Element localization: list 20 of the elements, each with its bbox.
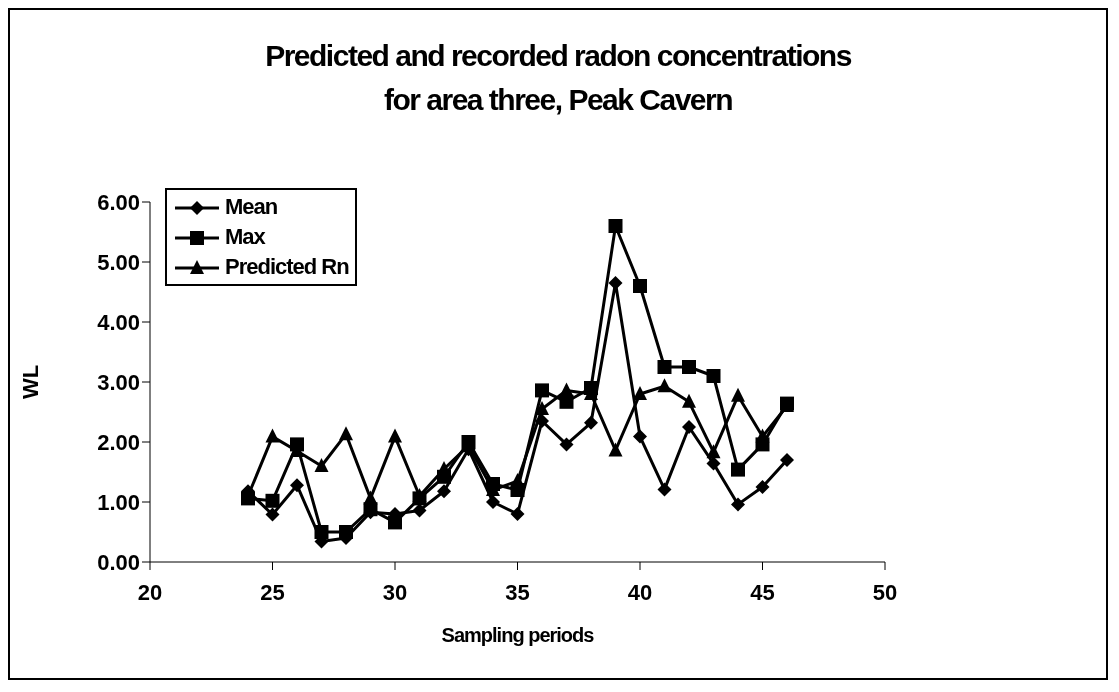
x-tick-label: 50 (872, 579, 898, 605)
chart-title: Predicted and recorded radon concentrations for area three, Peak Cavern (264, 38, 852, 118)
legend-label: Predicted Rn (225, 254, 349, 279)
x-tick-label: 35 (505, 579, 530, 605)
x-tick-label: 30 (382, 579, 408, 605)
y-tick-label: 1.00 (97, 489, 140, 515)
x-tick-label: 25 (260, 579, 285, 605)
x-axis-title: Sampling periods (441, 624, 595, 646)
y-tick-label: 6.00 (97, 189, 140, 215)
y-axis-title: WL (17, 364, 43, 400)
legend-label: Max (225, 224, 265, 249)
x-tick-label: 45 (750, 579, 775, 605)
y-tick-label: 4.00 (97, 309, 140, 335)
y-tick-label: 5.00 (97, 249, 140, 275)
legend-label: Mean (225, 194, 278, 219)
x-tick-label: 20 (137, 579, 163, 605)
y-tick-label: 0.00 (97, 549, 140, 575)
y-tick-label: 3.00 (97, 369, 140, 395)
y-tick-label: 2.00 (97, 429, 140, 455)
x-tick-label: 40 (627, 579, 653, 605)
